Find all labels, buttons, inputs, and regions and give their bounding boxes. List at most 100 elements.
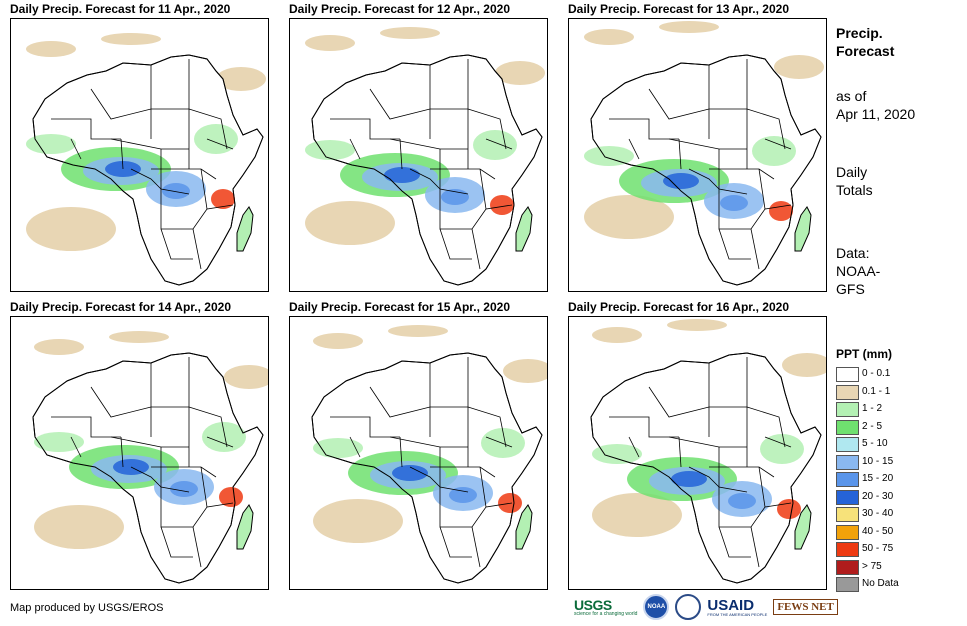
legend-rows: 0 - 0.1 0.1 - 1 1 - 2 2 - 5 5 - 10 10 - 15 15 … [836, 367, 899, 595]
as-of-date: as of Apr 11, 2020 [836, 87, 915, 123]
dry-area [388, 325, 448, 337]
precip-map [568, 18, 827, 292]
coastline [590, 54, 822, 286]
legend-item: 50 - 75 [836, 542, 893, 560]
totals-line2: Totals [836, 182, 873, 198]
usaid-logo: USAID FROM THE AMERICAN PEOPLE [707, 597, 767, 617]
dry-area [503, 359, 547, 383]
legend-swatch [836, 402, 859, 417]
country-border [160, 487, 208, 528]
legend-label: 15 - 20 [862, 473, 894, 484]
madagascar [794, 206, 812, 252]
precip-map [289, 316, 548, 590]
country-border [467, 108, 507, 150]
legend-swatch [836, 577, 859, 592]
coastline [590, 352, 822, 584]
country-border [409, 466, 441, 488]
dry-area [592, 493, 682, 537]
country-border [764, 436, 792, 448]
country-border [648, 386, 747, 418]
country-border [349, 436, 361, 458]
legend-swatch [836, 524, 859, 540]
country-border [746, 406, 786, 448]
legend-item: 1 - 2 [836, 402, 892, 420]
legend-item: 0.1 - 1 [836, 384, 892, 403]
dry-area [495, 61, 545, 85]
legend-label: 20 - 30 [862, 490, 894, 502]
country-border [718, 228, 751, 260]
legend: PPT (mm) 0 - 0.1 0.1 - 1 1 - 2 2 - 5 5 - 10 1… [836, 347, 899, 595]
legend-label: 2 - 5 [862, 420, 883, 432]
dry-area [667, 319, 727, 331]
country-border [399, 436, 403, 468]
fews-net-logo: FEWS NET [773, 599, 838, 615]
legend-swatch [836, 542, 859, 557]
madagascar [236, 206, 254, 252]
dry-area [34, 505, 124, 549]
legend-swatch [836, 454, 859, 470]
legend-item: 15 - 20 [836, 472, 894, 490]
side-title: Precip. Forecast [836, 24, 894, 60]
dry-area [305, 35, 355, 51]
legend-item: 10 - 15 [836, 454, 894, 473]
country-border [718, 487, 766, 528]
country-border [130, 466, 162, 488]
legend-swatch [836, 489, 859, 505]
country-border [188, 108, 228, 150]
usaid-tagline: FROM THE AMERICAN PEOPLE [707, 612, 768, 617]
coastline [311, 352, 543, 584]
country-border [51, 416, 121, 438]
coastline [32, 54, 264, 286]
dry-area [216, 67, 266, 91]
legend-label: 1 - 2 [862, 403, 883, 414]
dry-area [313, 333, 363, 349]
country-border [439, 228, 472, 260]
credit: Map produced by USGS/EROS [10, 602, 164, 614]
country-border [750, 526, 760, 568]
legend-label: 5 - 10 [862, 438, 888, 449]
country-border [160, 526, 193, 558]
dry-area [584, 195, 674, 239]
legend-item: 20 - 30 [836, 489, 894, 508]
country-border [90, 88, 189, 120]
dry-area [26, 207, 116, 251]
panel-title: Daily Precip. Forecast for 13 Apr., 2020 [568, 2, 789, 16]
dry-area [774, 55, 824, 79]
rain-area [26, 134, 76, 154]
rain-area [170, 481, 198, 497]
rain-area [392, 465, 428, 481]
country-border [160, 228, 193, 260]
dry-area [313, 499, 403, 543]
legend-swatch [836, 384, 859, 400]
rain-area [481, 428, 525, 458]
country-border [120, 138, 124, 170]
dry-area [592, 327, 642, 343]
dry-area [224, 365, 268, 389]
coastline [311, 54, 543, 286]
country-border [628, 436, 640, 458]
data-source-line2: NOAA- [836, 263, 881, 279]
country-border [399, 138, 403, 170]
rain-area [728, 493, 756, 509]
country-border [628, 138, 640, 160]
dry-area [782, 353, 826, 377]
legend-label: 10 - 15 [862, 455, 894, 467]
country-border [160, 189, 208, 230]
country-border [688, 168, 720, 190]
rain-area [752, 136, 796, 166]
dry-area [26, 41, 76, 57]
precip-map [568, 316, 827, 590]
dry-area [109, 331, 169, 343]
legend-label: 40 - 50 [862, 525, 894, 537]
rain-area [720, 195, 748, 211]
country-border [750, 228, 760, 270]
rain-area [490, 195, 514, 215]
country-border [648, 88, 747, 120]
country-border [70, 436, 82, 458]
legend-item: 0 - 0.1 [836, 367, 892, 385]
panel-title: Daily Precip. Forecast for 11 Apr., 2020 [10, 2, 231, 16]
dry-area [305, 201, 395, 245]
country-border [51, 118, 121, 140]
rain-area [219, 487, 243, 507]
country-border [746, 108, 786, 150]
